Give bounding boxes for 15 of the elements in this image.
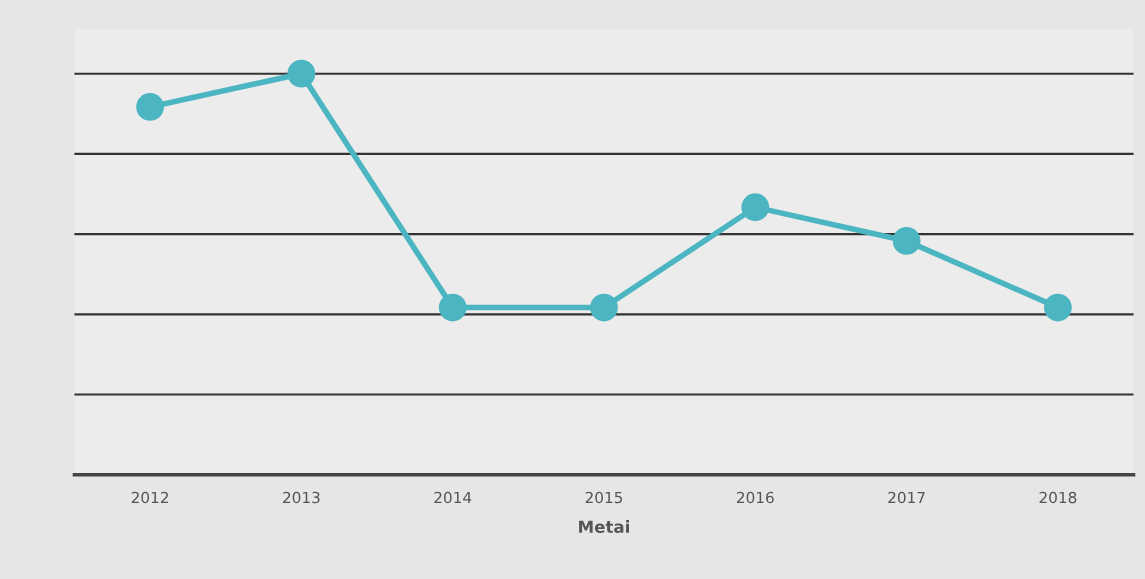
point [590, 293, 618, 322]
x-tick-label: 2014 [434, 491, 472, 504]
x-tick-label: 2013 [283, 491, 320, 504]
point [438, 293, 467, 322]
x-tick-label: 2012 [131, 491, 168, 504]
x-tick-label: 2016 [736, 491, 774, 504]
point [287, 59, 316, 88]
x-tick-label: 2015 [585, 491, 623, 504]
point [892, 227, 921, 255]
x-tick-label: 2018 [1039, 491, 1077, 504]
point [741, 193, 770, 222]
point [136, 93, 164, 121]
x-tick-label: 2017 [888, 491, 925, 504]
x-axis-title: Metai [579, 520, 629, 534]
point [1044, 293, 1072, 322]
